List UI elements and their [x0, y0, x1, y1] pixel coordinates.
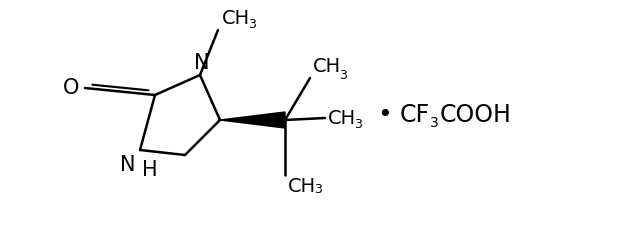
Text: 3: 3: [354, 118, 362, 130]
Text: CH: CH: [328, 109, 356, 127]
Text: COOH: COOH: [440, 103, 512, 127]
Polygon shape: [220, 112, 285, 128]
Text: 3: 3: [339, 69, 347, 82]
Text: •: •: [378, 103, 392, 127]
Text: 3: 3: [248, 17, 256, 31]
Text: CH: CH: [288, 177, 316, 196]
Text: O: O: [63, 78, 79, 98]
Text: CF: CF: [400, 103, 430, 127]
Text: 3: 3: [314, 183, 322, 196]
Text: N: N: [195, 53, 210, 73]
Text: 3: 3: [430, 116, 439, 130]
Text: CH: CH: [313, 57, 341, 76]
Text: H: H: [142, 160, 157, 180]
Text: CH: CH: [222, 9, 250, 27]
Text: N: N: [120, 155, 135, 175]
